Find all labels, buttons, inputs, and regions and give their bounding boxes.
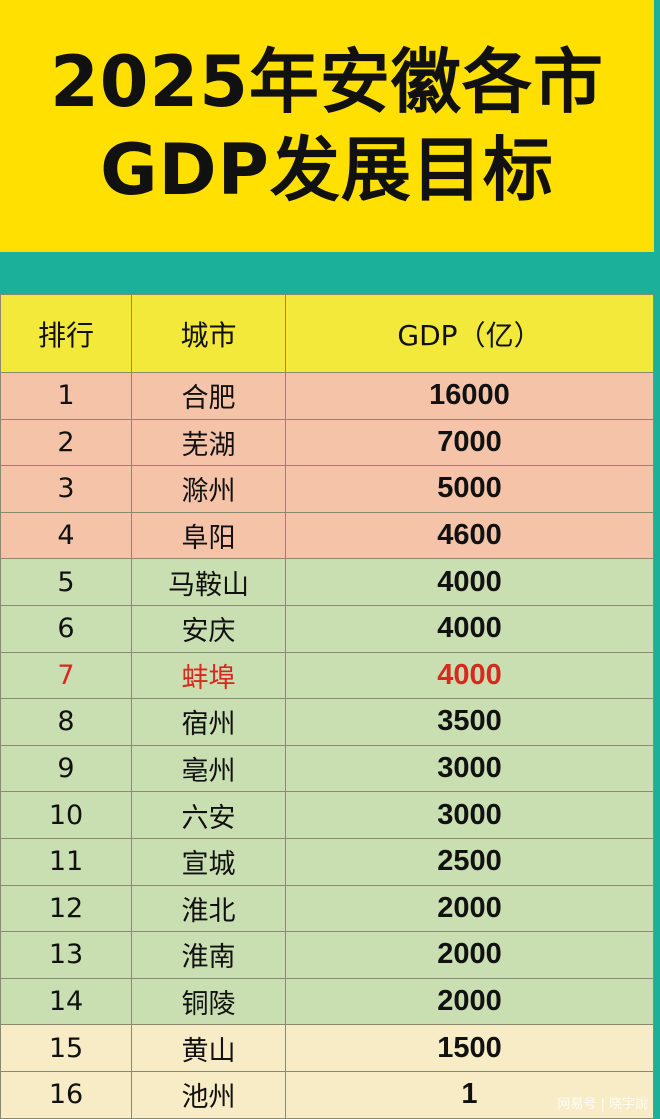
gdp-cell: 3000 (285, 744, 654, 793)
city-cell: 六安 (131, 791, 286, 839)
table-row: 2 芜湖 7000 (0, 418, 654, 467)
gdp-cell: 4000 (285, 558, 654, 606)
gdp-table: 排行 城市 GDP（亿） 1 合肥 16000 2 芜湖 7000 3 滁州 5000 4 阜阳 46… (0, 294, 654, 1119)
rank-cell: 2 (0, 418, 132, 467)
city-cell: 宿州 (131, 698, 286, 746)
gdp-cell: 4000 (285, 651, 654, 700)
table-row: 6 安庆 4000 (0, 604, 654, 653)
table-row: 15 黄山 1500 (0, 1024, 654, 1072)
city-cell: 铜陵 (131, 977, 286, 1026)
gdp-cell: 2500 (285, 837, 654, 886)
rank-cell: 14 (0, 977, 132, 1026)
rank-cell: 3 (0, 465, 132, 513)
table-row: 11 宣城 2500 (0, 837, 654, 886)
rank-cell: 16 (0, 1070, 132, 1119)
city-cell: 蚌埠 (131, 651, 286, 700)
gdp-cell: 2000 (285, 931, 654, 979)
city-cell: 安庆 (131, 604, 286, 653)
city-cell: 宣城 (131, 837, 286, 886)
city-cell: 阜阳 (131, 511, 286, 560)
table-row: 5 马鞍山 4000 (0, 558, 654, 606)
gdp-cell: 16000 (285, 372, 654, 420)
city-cell: 池州 (131, 1070, 286, 1119)
rank-cell: 13 (0, 931, 132, 979)
city-cell: 黄山 (131, 1024, 286, 1072)
city-cell: 芜湖 (131, 418, 286, 467)
watermark: 网易号 | 晓宇說 (557, 1097, 648, 1112)
rank-cell: 1 (0, 372, 132, 420)
city-cell: 滁州 (131, 465, 286, 513)
table-row: 7 蚌埠 4000 (0, 651, 654, 700)
city-cell: 马鞍山 (131, 558, 286, 606)
city-cell: 合肥 (131, 372, 286, 420)
rank-cell: 5 (0, 558, 132, 606)
city-cell: 亳州 (131, 744, 286, 793)
table-row: 12 淮北 2000 (0, 884, 654, 933)
table-row: 14 铜陵 2000 (0, 977, 654, 1026)
table-header: 排行 城市 GDP（亿） (0, 294, 654, 373)
gdp-cell: 3000 (285, 791, 654, 839)
gdp-cell: 5000 (285, 465, 654, 513)
gdp-cell: 7000 (285, 418, 654, 467)
table-row: 1 合肥 16000 (0, 372, 654, 420)
rank-cell: 15 (0, 1024, 132, 1072)
header-rank: 排行 (0, 294, 132, 373)
table-row: 4 阜阳 4600 (0, 511, 654, 560)
gdp-cell: 4600 (285, 511, 654, 560)
table-row: 10 六安 3000 (0, 791, 654, 839)
rank-cell: 7 (0, 651, 132, 700)
rank-cell: 4 (0, 511, 132, 560)
city-cell: 淮北 (131, 884, 286, 933)
title-banner: 2025年安徽各市 GDP发展目标 (0, 0, 654, 252)
table-row: 8 宿州 3500 (0, 698, 654, 746)
rank-cell: 11 (0, 837, 132, 886)
header-gdp: GDP（亿） (285, 294, 654, 373)
gdp-cell: 2000 (285, 977, 654, 1026)
gdp-cell: 4000 (285, 604, 654, 653)
table-row: 3 滁州 5000 (0, 465, 654, 513)
table-row: 13 淮南 2000 (0, 931, 654, 979)
rank-cell: 6 (0, 604, 132, 653)
title-line-1: 2025年安徽各市 (50, 41, 604, 123)
title-line-2: GDP发展目标 (100, 129, 554, 211)
gdp-cell: 3500 (285, 698, 654, 746)
table-row: 16 池州 1 (0, 1070, 654, 1119)
rank-cell: 12 (0, 884, 132, 933)
gdp-cell: 1500 (285, 1024, 654, 1072)
rank-cell: 9 (0, 744, 132, 793)
city-cell: 淮南 (131, 931, 286, 979)
table-row: 9 亳州 3000 (0, 744, 654, 793)
header-city: 城市 (131, 294, 286, 373)
gdp-cell: 2000 (285, 884, 654, 933)
gdp-cell: 1 (285, 1070, 654, 1119)
rank-cell: 8 (0, 698, 132, 746)
rank-cell: 10 (0, 791, 132, 839)
